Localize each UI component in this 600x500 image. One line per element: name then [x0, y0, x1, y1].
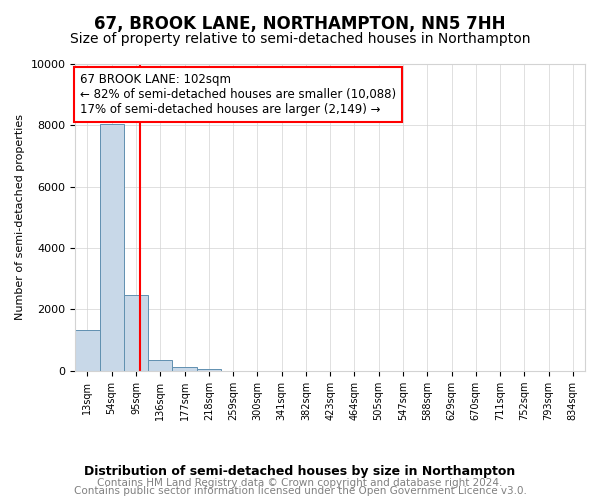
Text: Contains public sector information licensed under the Open Government Licence v3: Contains public sector information licen…: [74, 486, 526, 496]
Bar: [197, 369, 221, 371]
Bar: [148, 360, 172, 371]
Bar: [124, 294, 148, 371]
Y-axis label: Number of semi-detached properties: Number of semi-detached properties: [15, 114, 25, 320]
Text: Size of property relative to semi-detached houses in Northampton: Size of property relative to semi-detach…: [70, 32, 530, 46]
Text: 67, BROOK LANE, NORTHAMPTON, NN5 7HH: 67, BROOK LANE, NORTHAMPTON, NN5 7HH: [94, 15, 506, 33]
Bar: [172, 368, 197, 371]
Text: 67 BROOK LANE: 102sqm
← 82% of semi-detached houses are smaller (10,088)
17% of : 67 BROOK LANE: 102sqm ← 82% of semi-deta…: [80, 73, 397, 116]
Bar: [100, 124, 124, 371]
Text: Distribution of semi-detached houses by size in Northampton: Distribution of semi-detached houses by …: [85, 465, 515, 478]
Bar: [75, 330, 100, 371]
Text: Contains HM Land Registry data © Crown copyright and database right 2024.: Contains HM Land Registry data © Crown c…: [97, 478, 503, 488]
